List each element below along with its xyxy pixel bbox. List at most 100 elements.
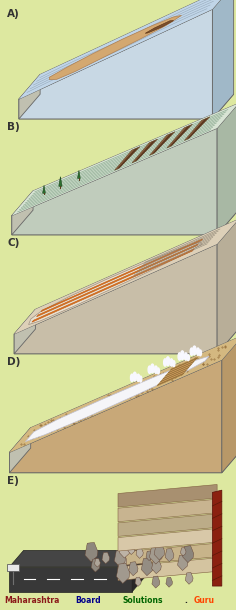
Polygon shape [77, 170, 80, 178]
Polygon shape [29, 242, 202, 325]
Polygon shape [184, 117, 210, 140]
Polygon shape [14, 220, 236, 334]
Polygon shape [9, 428, 31, 473]
Polygon shape [9, 336, 236, 453]
Polygon shape [117, 148, 139, 169]
Polygon shape [91, 559, 100, 572]
Polygon shape [25, 356, 209, 442]
Polygon shape [117, 553, 127, 567]
Text: A): A) [7, 9, 20, 19]
Polygon shape [152, 559, 161, 574]
Polygon shape [167, 124, 193, 148]
Polygon shape [135, 140, 156, 162]
Polygon shape [132, 139, 158, 163]
Polygon shape [132, 550, 146, 592]
Polygon shape [19, 94, 234, 119]
Polygon shape [169, 125, 191, 146]
Polygon shape [136, 547, 143, 558]
Polygon shape [185, 550, 190, 558]
Polygon shape [14, 309, 35, 354]
Circle shape [187, 355, 189, 361]
Text: Board: Board [76, 596, 101, 605]
Circle shape [148, 366, 151, 373]
Polygon shape [43, 185, 45, 193]
Circle shape [133, 372, 136, 381]
Polygon shape [14, 329, 236, 354]
Polygon shape [149, 544, 163, 564]
Text: E): E) [7, 476, 19, 486]
Polygon shape [165, 548, 174, 562]
Polygon shape [183, 546, 194, 562]
Polygon shape [9, 448, 236, 473]
Polygon shape [14, 220, 236, 334]
Text: .: . [184, 596, 187, 605]
Circle shape [151, 364, 154, 373]
Polygon shape [149, 132, 175, 156]
Circle shape [170, 359, 173, 366]
Polygon shape [128, 544, 135, 554]
Circle shape [155, 366, 157, 373]
Text: Solutions: Solutions [123, 596, 163, 605]
Polygon shape [187, 118, 209, 139]
Polygon shape [59, 177, 62, 186]
Polygon shape [19, 0, 234, 99]
Polygon shape [32, 249, 194, 322]
Circle shape [139, 376, 142, 382]
Polygon shape [114, 146, 140, 170]
Circle shape [131, 374, 133, 381]
Polygon shape [152, 132, 174, 154]
Polygon shape [102, 552, 110, 564]
Polygon shape [12, 128, 217, 235]
Polygon shape [185, 572, 193, 584]
Circle shape [173, 361, 175, 367]
Text: B): B) [7, 122, 20, 132]
Polygon shape [118, 528, 217, 551]
Polygon shape [12, 103, 236, 216]
Polygon shape [116, 563, 130, 584]
Text: C): C) [7, 238, 19, 248]
Polygon shape [12, 103, 236, 216]
Bar [7, 564, 19, 570]
Polygon shape [85, 542, 98, 562]
Polygon shape [222, 336, 236, 473]
Polygon shape [41, 239, 203, 312]
Polygon shape [152, 576, 160, 588]
Polygon shape [157, 357, 198, 386]
Polygon shape [217, 103, 236, 235]
Polygon shape [129, 562, 138, 576]
Polygon shape [135, 577, 141, 586]
Polygon shape [141, 558, 153, 576]
Text: Maharashtra: Maharashtra [5, 596, 60, 605]
Polygon shape [118, 514, 217, 536]
Circle shape [166, 357, 170, 365]
Polygon shape [118, 543, 217, 565]
Polygon shape [114, 550, 126, 567]
Polygon shape [49, 15, 181, 80]
Polygon shape [9, 567, 132, 592]
Polygon shape [119, 542, 130, 558]
Polygon shape [212, 0, 234, 119]
Polygon shape [177, 554, 188, 570]
Polygon shape [95, 558, 100, 567]
Polygon shape [118, 558, 217, 581]
Polygon shape [166, 577, 173, 587]
Polygon shape [212, 490, 222, 586]
Circle shape [181, 351, 184, 360]
Polygon shape [154, 544, 165, 560]
Circle shape [137, 374, 140, 381]
Polygon shape [118, 499, 217, 522]
Circle shape [185, 353, 187, 360]
Polygon shape [9, 550, 146, 567]
Polygon shape [12, 191, 33, 235]
Polygon shape [9, 360, 222, 473]
Circle shape [190, 348, 193, 356]
Polygon shape [12, 210, 236, 235]
Polygon shape [118, 484, 217, 507]
Text: D): D) [7, 357, 21, 367]
Polygon shape [19, 74, 40, 119]
Polygon shape [217, 220, 236, 354]
Polygon shape [181, 548, 186, 556]
Polygon shape [14, 244, 217, 354]
Circle shape [199, 350, 202, 356]
Polygon shape [145, 21, 173, 34]
